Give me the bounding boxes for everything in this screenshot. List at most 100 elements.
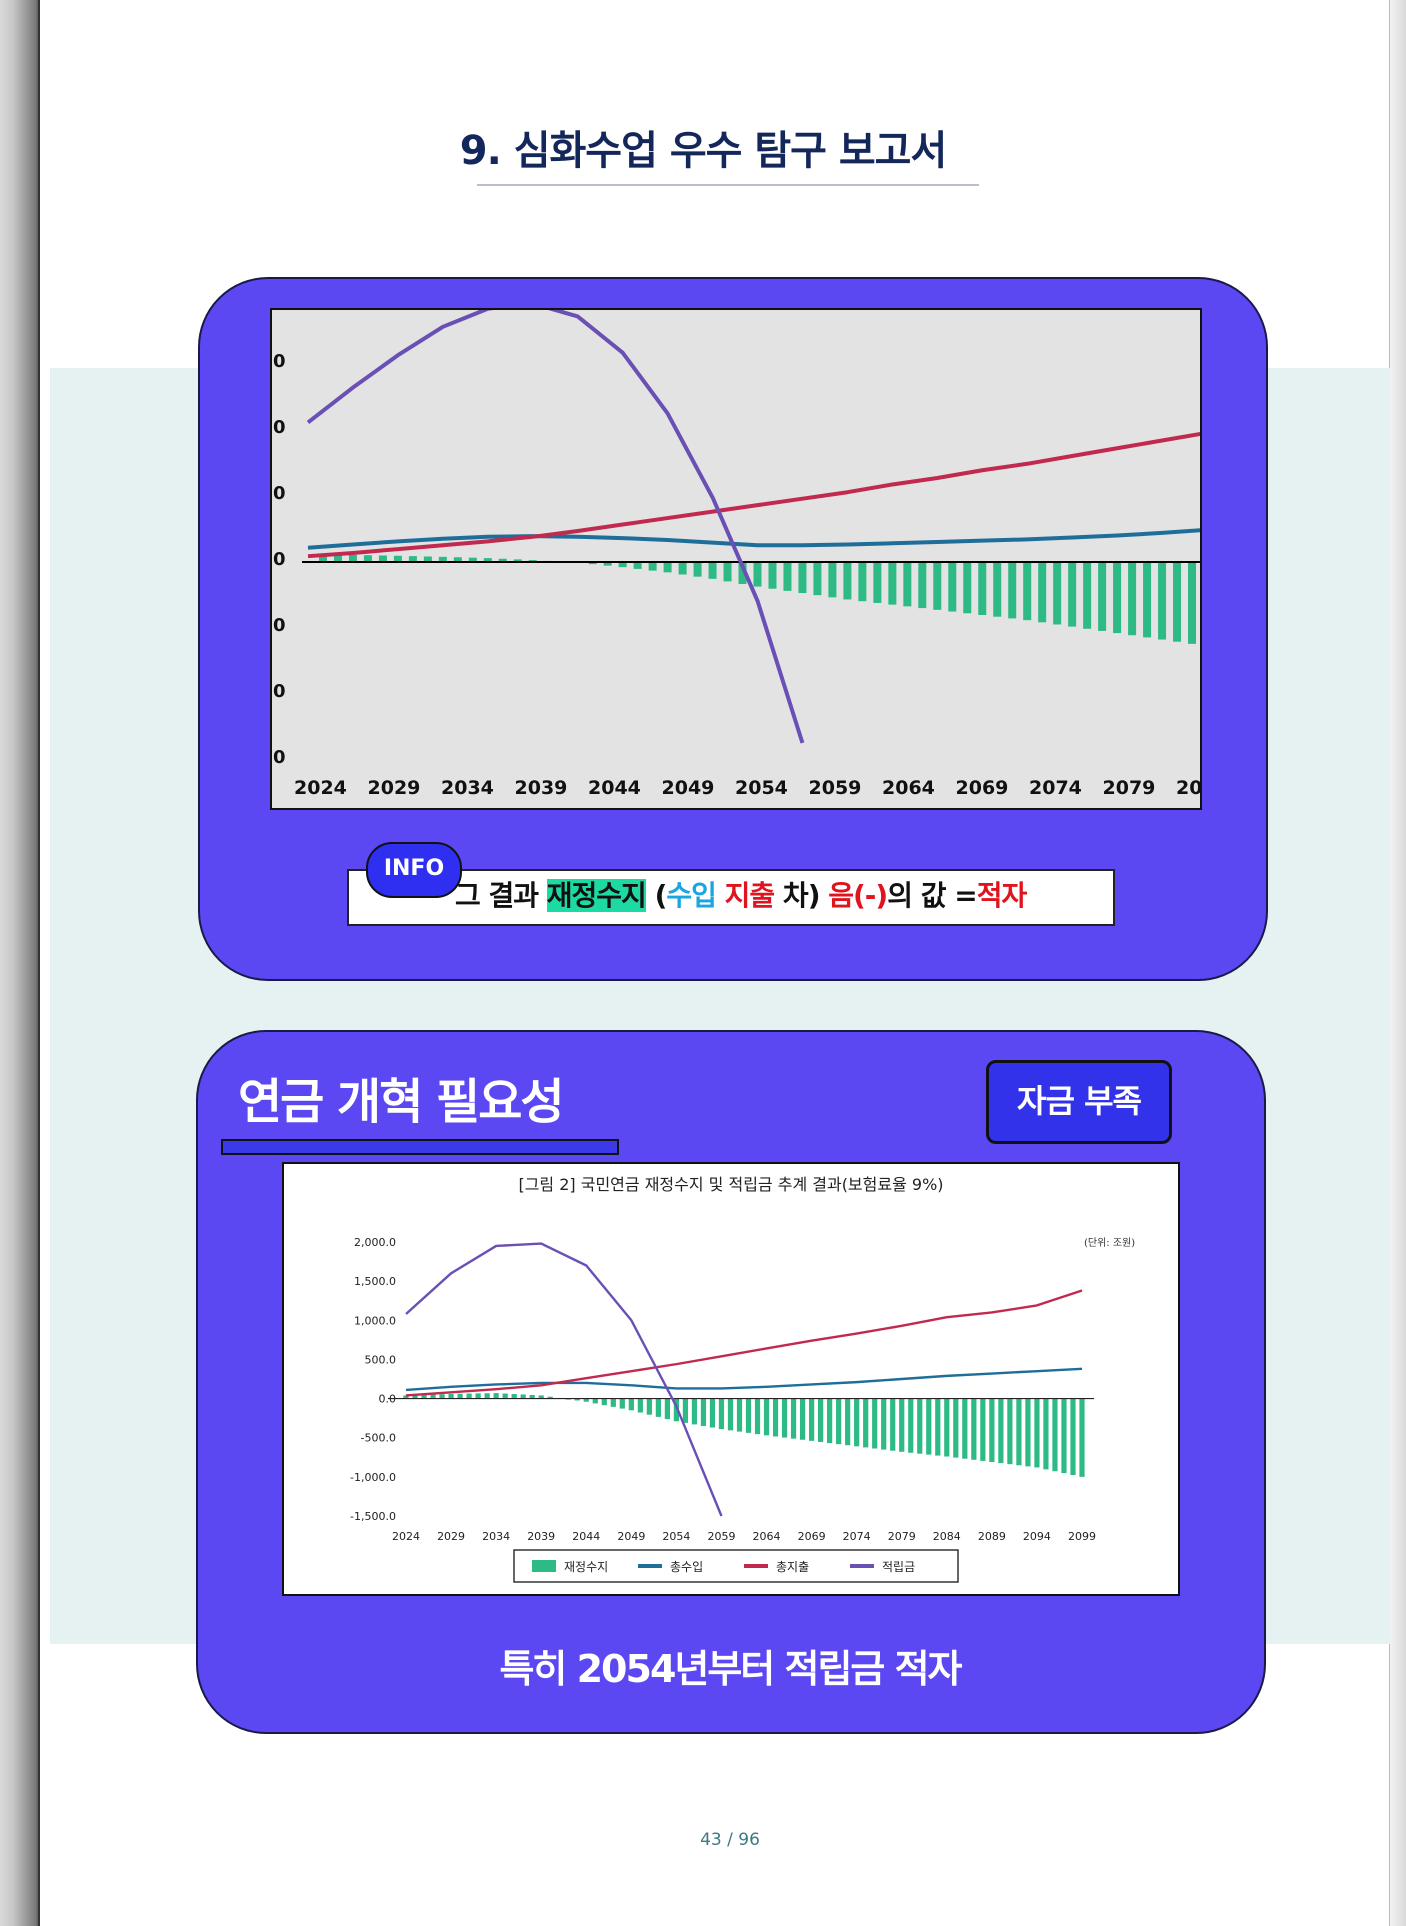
x-tick-label: 2089	[978, 1530, 1006, 1543]
balance-bar	[1128, 562, 1137, 636]
y-tick-label: 1,000.0	[354, 1314, 396, 1327]
x-tick-label: 2084	[933, 1530, 961, 1543]
balance-bar	[899, 1398, 905, 1452]
balance-bar	[1083, 562, 1092, 629]
balance-bar	[378, 555, 387, 562]
balance-bar	[466, 1393, 472, 1399]
balance-bar	[678, 562, 687, 575]
balance-bar	[828, 562, 837, 598]
balance-bar	[1008, 562, 1017, 619]
balance-bar	[1038, 562, 1047, 623]
balance-bar	[583, 1398, 589, 1402]
section-heading-underline	[221, 1139, 619, 1155]
balance-bar	[953, 1398, 959, 1458]
balance-bar	[890, 1398, 896, 1451]
balance-bar	[827, 1398, 833, 1444]
balance-bar	[421, 1394, 427, 1399]
x-tick-label: 2079	[888, 1530, 916, 1543]
info-paren: (	[645, 879, 668, 912]
balance-bar	[663, 562, 672, 573]
balance-bar	[993, 562, 1002, 617]
balance-bar	[646, 1398, 652, 1415]
x-tick-label: 2029	[437, 1530, 465, 1543]
x-tick-label: 2024	[294, 777, 347, 799]
balance-bar	[333, 554, 342, 562]
balance-bar	[708, 562, 717, 579]
balance-bar	[1143, 562, 1152, 638]
balance-bar	[926, 1398, 932, 1455]
balance-bar	[971, 1398, 977, 1460]
x-tick-label: 2044	[572, 1530, 600, 1543]
balance-bar	[511, 1394, 517, 1399]
legend-label: 적립금	[882, 1560, 915, 1574]
legend-swatch	[532, 1560, 556, 1572]
balance-bar	[648, 562, 657, 571]
revenue-line	[307, 528, 1200, 550]
chart-2-unit: (단위: 조원)	[1084, 1236, 1135, 1249]
y-tick-label: 2,000.0	[354, 1236, 396, 1249]
balance-bar	[1070, 1398, 1076, 1475]
balance-bar	[483, 558, 492, 562]
balance-bar	[700, 1398, 707, 1426]
balance-bar	[475, 1393, 481, 1399]
info-text: 그 결과 재정수지 (수입 지출 차) 음(-)의 값 =적자	[455, 874, 1028, 914]
balance-bar	[763, 1398, 770, 1436]
balance-bar	[498, 558, 507, 562]
balance-bar	[781, 1398, 788, 1438]
x-tick-label: 2069	[956, 777, 1009, 799]
balance-bar	[980, 1398, 986, 1461]
x-tick-label: 2094	[1023, 1530, 1051, 1543]
fund-line	[405, 1242, 723, 1517]
balance-bar	[618, 562, 627, 568]
expenditure-line	[307, 431, 1200, 559]
title-underline	[477, 184, 979, 186]
balance-bar	[610, 1398, 616, 1407]
balance-bar	[709, 1398, 716, 1428]
balance-bar	[903, 562, 912, 607]
x-tick-label: 2034	[441, 777, 494, 799]
balance-bar	[673, 1398, 679, 1422]
balance-bar	[318, 554, 327, 562]
balance-bar	[430, 1394, 436, 1399]
balance-bar	[843, 562, 852, 600]
x-tick-label: 2054	[735, 777, 788, 799]
balance-bar	[538, 1395, 544, 1399]
balance-bar	[873, 562, 882, 603]
page-edge-shadow	[0, 0, 42, 1926]
balance-bar	[1016, 1398, 1022, 1466]
balance-bar	[547, 1396, 553, 1399]
balance-bar	[813, 562, 822, 596]
x-tick-label: 2064	[882, 777, 935, 799]
y-tick-label: 0	[273, 747, 286, 768]
x-tick-label: 2059	[707, 1530, 735, 1543]
balance-bar	[1034, 1398, 1040, 1468]
info-deficit: 적자	[976, 879, 1028, 912]
legend-label: 총수입	[670, 1560, 703, 1574]
balance-bar	[727, 1398, 734, 1431]
y-tick-label: 0.0	[379, 1393, 397, 1406]
balance-bar	[603, 562, 612, 566]
balance-bar	[592, 1398, 598, 1404]
balance-bar	[574, 1398, 580, 1401]
balance-bar	[619, 1398, 625, 1409]
y-tick-label: 0	[273, 681, 286, 702]
balance-bar	[348, 554, 357, 562]
balance-bar	[754, 1398, 761, 1435]
balance-bar	[457, 1393, 463, 1399]
balance-bar	[1052, 1398, 1058, 1472]
balance-bar	[529, 1394, 535, 1399]
y-tick-label: 0	[273, 483, 286, 504]
balance-bar	[588, 562, 597, 565]
balance-bar	[601, 1398, 607, 1406]
balance-bar	[1007, 1398, 1013, 1465]
y-tick-label: 0	[273, 417, 286, 438]
x-tick-label: 2074	[843, 1530, 871, 1543]
balance-bar	[962, 1398, 968, 1459]
balance-bar	[513, 559, 522, 562]
balance-bar	[403, 1395, 409, 1399]
balance-bar	[1113, 562, 1122, 634]
balance-bar	[628, 1398, 634, 1411]
balance-bar	[453, 557, 462, 562]
info-prefix: 그 결과	[455, 879, 547, 912]
balance-bar	[944, 1398, 950, 1457]
